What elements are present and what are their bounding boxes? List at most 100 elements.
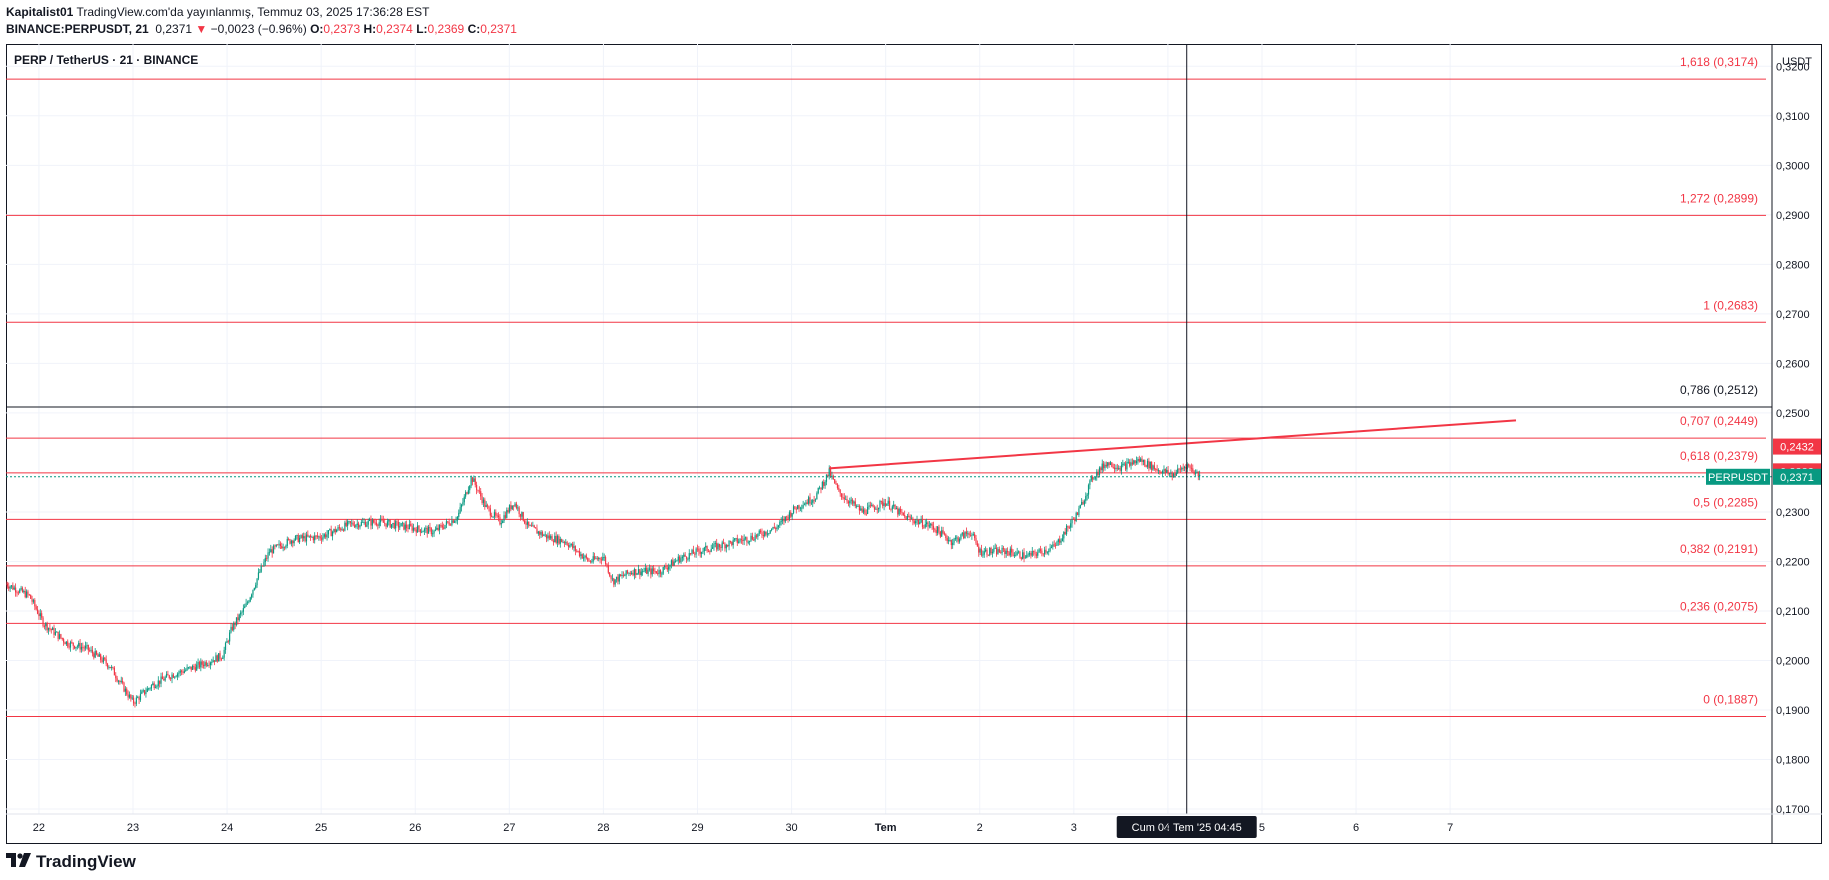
time-axis[interactable]: 22 23 24 25 26 27 28 29 30 Tem 2 3 4 5 6 7: [33, 822, 1453, 834]
candle-body: [86, 644, 88, 646]
candle-body: [220, 658, 223, 660]
fib-level-label: 0,236 (0,2075): [1680, 599, 1758, 613]
candle-body: [786, 516, 788, 518]
candle-body: [1164, 469, 1166, 473]
candle-body: [839, 489, 841, 494]
candle-body: [1052, 544, 1054, 547]
candle-body: [145, 691, 147, 694]
candle-body: [12, 585, 14, 590]
candle-body: [880, 500, 882, 502]
candle-body: [909, 516, 911, 519]
candle-body: [311, 536, 313, 538]
candle-body: [456, 516, 458, 521]
candle-body: [816, 493, 818, 500]
candle-body: [255, 585, 257, 588]
candle-body: [617, 576, 619, 582]
candle-body: [327, 530, 330, 535]
price-axis[interactable]: 0,3200 0,3100 0,3000 0,2900 0,2800 0,2700 0,26…: [1776, 61, 1810, 816]
candle-body: [1035, 554, 1037, 556]
candle-body: [486, 505, 489, 507]
candle-body: [1054, 545, 1057, 547]
candle-body: [286, 538, 288, 546]
candle-body: [1053, 544, 1055, 546]
open-label: O:: [310, 22, 324, 36]
chart-frame[interactable]: 1,618 (0,3174) 1,272 (0,2899) 1 (0,2683) 0,…: [5, 44, 1822, 844]
candle-body: [856, 505, 858, 507]
candle-body: [680, 558, 682, 563]
candle-body: [561, 538, 563, 543]
candle-body: [1146, 460, 1149, 467]
candle-body: [433, 530, 435, 534]
candle-body: [198, 662, 201, 668]
candle-body: [179, 670, 181, 673]
candle-body: [91, 649, 94, 654]
candle-body: [935, 530, 937, 534]
currency-label[interactable]: USDT: [1782, 56, 1812, 68]
candle-body: [403, 522, 405, 530]
candle-body: [83, 647, 85, 649]
candle-body: [1075, 512, 1077, 521]
candle-body: [256, 578, 258, 586]
candle-body: [292, 540, 294, 544]
time-tick-label: 30: [785, 822, 797, 834]
candle-body: [157, 680, 159, 686]
candle-body: [1001, 547, 1003, 554]
candle-body: [1145, 465, 1147, 467]
candle-body: [36, 609, 39, 614]
candle-body: [260, 565, 262, 572]
candle-body: [982, 554, 984, 556]
chart-border: [6, 44, 1822, 844]
author-name[interactable]: Kapitalist01: [6, 5, 74, 19]
price-chart[interactable]: 1,618 (0,3174) 1,272 (0,2899) 1 (0,2683) 0,…: [5, 44, 1822, 844]
candle-body: [647, 569, 649, 574]
candle-body: [655, 571, 657, 574]
candle-body: [382, 520, 384, 523]
candle-body: [976, 543, 978, 547]
candle-body: [316, 535, 319, 537]
trend-line[interactable]: [829, 419, 1517, 470]
tradingview-logo[interactable]: TradingView: [6, 852, 136, 872]
candle-body: [1017, 551, 1020, 553]
candle-body: [974, 534, 976, 539]
candle-body: [912, 518, 914, 522]
candle-body: [167, 673, 169, 676]
open-value: 0,2373: [323, 22, 361, 36]
candle-body: [275, 544, 277, 547]
candle-body: [949, 540, 951, 541]
candle-body: [434, 529, 437, 531]
candle-body: [497, 515, 500, 517]
fib-retracement[interactable]: 1,618 (0,3174) 1,272 (0,2899) 1 (0,2683) 0,…: [6, 55, 1772, 717]
candle-body: [470, 477, 472, 486]
candle-body: [465, 492, 467, 497]
candle-body: [288, 538, 290, 540]
candle-body: [20, 587, 22, 590]
candle-body: [552, 541, 555, 543]
candle-body: [201, 661, 203, 665]
candle-body: [352, 522, 354, 526]
candle-body: [386, 521, 389, 527]
candle-body: [477, 490, 479, 491]
candle-body: [765, 531, 767, 535]
candle-body: [481, 496, 483, 503]
symbol-tag-box: [1706, 468, 1770, 485]
price-tick-label: 0,2900: [1776, 210, 1810, 222]
candle-body: [443, 527, 445, 529]
candle-body: [349, 521, 351, 523]
candle-body: [614, 579, 616, 585]
candle-body: [84, 645, 87, 649]
candle-body: [1012, 552, 1014, 556]
candle-body: [679, 556, 681, 563]
candle-body: [746, 537, 748, 543]
candle-body: [749, 540, 751, 542]
candle-body: [609, 572, 611, 576]
candle-body: [131, 697, 133, 699]
candle-body: [1188, 464, 1190, 466]
candle-body: [375, 522, 378, 525]
candle-body: [707, 550, 710, 552]
candle-body: [336, 530, 338, 533]
candle-body: [1162, 470, 1164, 474]
candle-body: [539, 531, 541, 535]
candle-body: [326, 534, 328, 538]
candle-body: [23, 590, 25, 593]
candle-body: [1199, 474, 1201, 477]
